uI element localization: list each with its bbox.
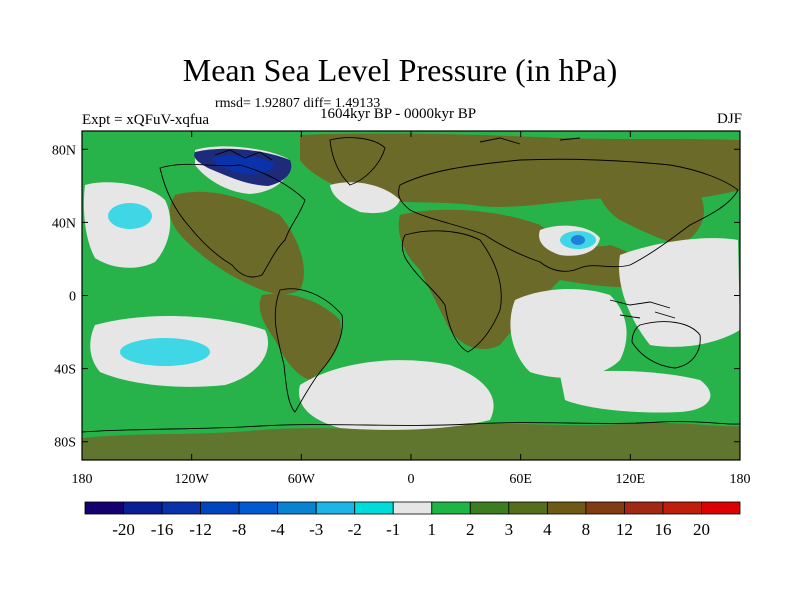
colorbar-swatch bbox=[508, 501, 548, 515]
colorbar-swatch bbox=[238, 501, 279, 515]
colorbar-label: -4 bbox=[271, 520, 286, 539]
coastline-indonesia bbox=[609, 299, 676, 319]
y-tick-label: 0 bbox=[69, 290, 76, 305]
coastline-south-america bbox=[274, 288, 343, 413]
y-tick-label: 40N bbox=[52, 216, 76, 231]
colorbar-swatch bbox=[315, 501, 356, 515]
colorbar-label: 1 bbox=[428, 520, 437, 539]
colorbar-label: -1 bbox=[386, 520, 400, 539]
coastline-australia bbox=[631, 321, 701, 369]
colorbar-label: -20 bbox=[112, 520, 135, 539]
colorbar-swatch bbox=[200, 501, 240, 515]
colorbar-swatch bbox=[585, 501, 625, 515]
x-tick-label: 60E bbox=[509, 472, 532, 487]
colorbar-swatch bbox=[624, 501, 664, 515]
x-tick-label: 0 bbox=[408, 472, 415, 487]
coastline-greenland bbox=[329, 137, 386, 186]
colorbar-swatch bbox=[701, 501, 741, 515]
plot-title: Mean Sea Level Pressure (in hPa) bbox=[182, 52, 618, 88]
x-tick-label: 180 bbox=[72, 472, 93, 487]
field-blue-tibet bbox=[571, 235, 585, 245]
y-tick-label: 80N bbox=[52, 143, 76, 158]
y-axis: 80N 40N 0 40S 80S bbox=[52, 143, 740, 451]
field-cyan-south-pacific bbox=[120, 338, 210, 366]
coastline-antarctica bbox=[82, 421, 740, 433]
field-grey-south-atlantic bbox=[299, 360, 494, 430]
field-brown-north-america bbox=[169, 191, 304, 295]
colorbar-swatch bbox=[546, 501, 587, 515]
colorbar-label: 3 bbox=[505, 520, 514, 539]
colorbar-label: 12 bbox=[616, 520, 633, 539]
season-label: DJF bbox=[716, 111, 742, 127]
field-grey-indian-ocean bbox=[510, 288, 627, 378]
time-period-label: 1604kyr BP - 0000kyr BP bbox=[320, 106, 477, 122]
field-grey-north-atlantic bbox=[330, 182, 400, 214]
field-brown-south-america bbox=[259, 293, 341, 380]
colorbar-swatch bbox=[84, 501, 124, 515]
coastline-africa bbox=[401, 230, 502, 353]
colorbar-label: 8 bbox=[582, 520, 591, 539]
experiment-label: Expt = xQFuV-xqfua bbox=[82, 112, 210, 128]
colorbar-swatch bbox=[662, 501, 702, 515]
field-grey-south-indian bbox=[560, 370, 711, 413]
x-axis: 180 120W 60W 0 60E 120E 180 bbox=[72, 131, 751, 487]
colorbar: -20 -16 -12 -8 -4 -3 -2 -1 1 2 3 4 8 12 16 20 bbox=[84, 501, 741, 539]
field-brown-africa-eurasia bbox=[398, 209, 653, 350]
field-grey-west-pacific bbox=[619, 238, 740, 347]
coastline-arctic-islands bbox=[214, 137, 581, 161]
field-cyan-north-pacific bbox=[108, 203, 152, 229]
field-brown-east-asia bbox=[598, 178, 704, 245]
colorbar-label: 20 bbox=[693, 520, 710, 539]
coastline-north-america bbox=[159, 163, 306, 278]
y-tick-label: 80S bbox=[54, 436, 76, 451]
colorbar-label: -2 bbox=[348, 520, 362, 539]
colorbar-swatch bbox=[277, 501, 317, 515]
x-tick-label: 180 bbox=[730, 472, 751, 487]
x-tick-label: 120E bbox=[616, 472, 646, 487]
colorbar-swatch bbox=[354, 501, 394, 515]
y-tick-label: 40S bbox=[54, 363, 76, 378]
colorbar-swatch bbox=[123, 501, 163, 515]
colorbar-label: 16 bbox=[654, 520, 671, 539]
pressure-field bbox=[82, 131, 740, 460]
colorbar-swatch bbox=[392, 501, 433, 515]
colorbar-swatch bbox=[161, 501, 201, 515]
x-tick-label: 120W bbox=[175, 472, 210, 487]
colorbar-label: 4 bbox=[543, 520, 552, 539]
colorbar-label: -12 bbox=[189, 520, 212, 539]
field-brown-south-pole bbox=[82, 422, 740, 460]
coastline-eurasia bbox=[398, 158, 739, 272]
field-blue-canada bbox=[212, 155, 275, 175]
colorbar-label: -8 bbox=[232, 520, 246, 539]
colorbar-swatch bbox=[469, 501, 510, 515]
colorbar-label: -16 bbox=[151, 520, 174, 539]
colorbar-swatch bbox=[431, 501, 471, 515]
coastlines bbox=[82, 137, 740, 433]
colorbar-label: -3 bbox=[309, 520, 323, 539]
colorbar-label: 2 bbox=[466, 520, 475, 539]
rmsd-diff-stats: rmsd= 1.92807 diff= 1.49133 bbox=[215, 96, 381, 111]
x-tick-label: 60W bbox=[288, 472, 316, 487]
